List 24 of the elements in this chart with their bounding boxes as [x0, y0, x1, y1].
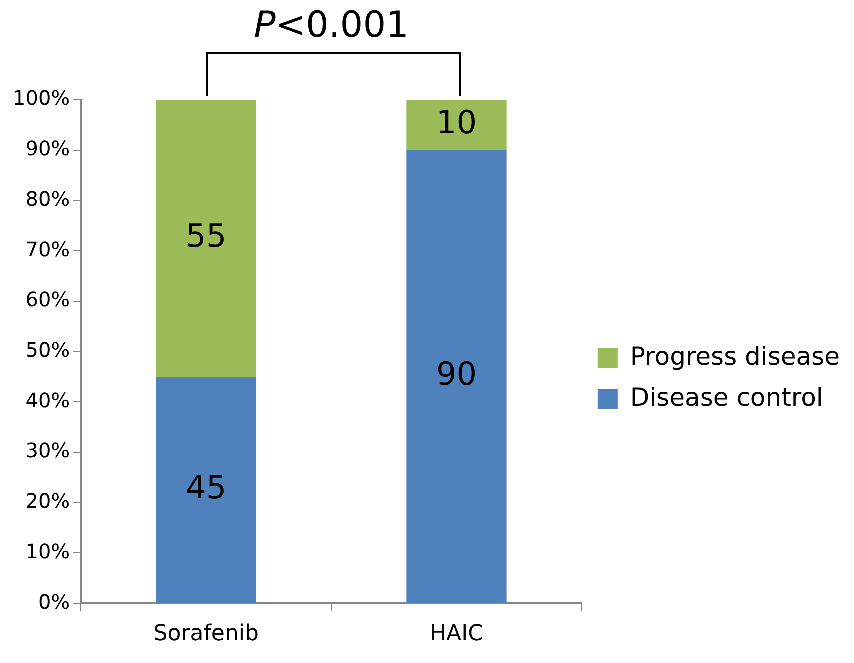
text: P<0.001	[254, 5, 410, 46]
y-tick-label: 50%	[26, 338, 70, 362]
y-tick-label: 70%	[26, 237, 70, 262]
y-tick-label: 60%	[26, 288, 70, 312]
bar	[156, 376, 256, 604]
y-tick-label: 0%	[38, 590, 70, 614]
y-tick-label: 20%	[26, 489, 70, 514]
y-tick-label: 100%	[12, 86, 70, 110]
data-label: 90	[436, 355, 478, 394]
x-tick-label: HAIC	[430, 622, 484, 647]
bar	[156, 100, 256, 377]
data-label: 55	[186, 216, 227, 255]
data-label: 45	[186, 468, 227, 506]
y-tick-label: 10%	[26, 539, 70, 564]
y-tick-label: 90%	[26, 136, 70, 161]
legend-label: Disease control	[630, 383, 824, 412]
bar	[406, 150, 507, 604]
y-tick-label: 40%	[26, 388, 70, 412]
y-tick-label: 80%	[26, 186, 70, 211]
y-tick-label: 30%	[26, 438, 70, 463]
legend-label: Progress disease	[630, 342, 840, 371]
data-label: 10	[436, 103, 478, 142]
bar	[406, 100, 507, 150]
x-tick-label: Sorafenib	[154, 622, 259, 647]
